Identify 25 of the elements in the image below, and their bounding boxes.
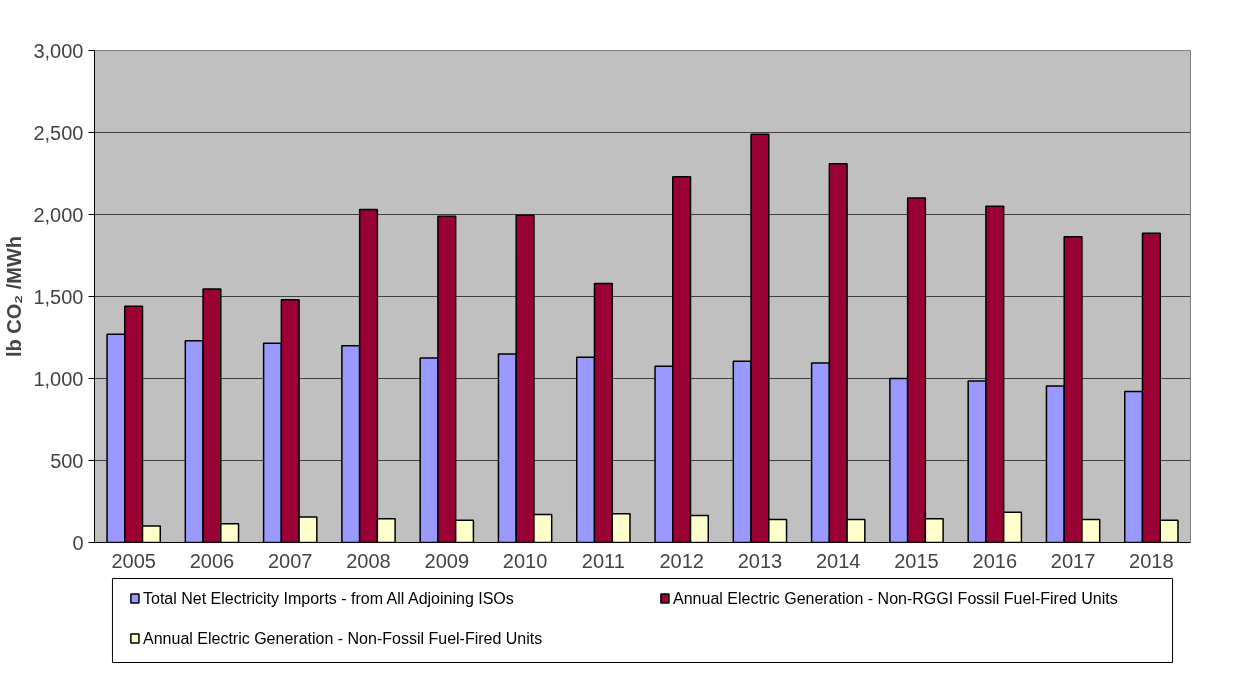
y-tick-label: 2,500: [33, 121, 84, 144]
x-tick-label: 2005: [111, 549, 156, 572]
x-tick-label: 2007: [267, 549, 313, 572]
y-tick-label: 500: [50, 449, 84, 472]
x-tick-label: 2012: [659, 549, 704, 572]
legend-label: Annual Electric Generation - Non-Fossil Fuel-Fired Units: [143, 630, 543, 647]
legend-label: Annual Electric Generation - Non-RGGI Fossil Fuel-Fired Units: [673, 590, 1118, 607]
y-axis-title: lb CO₂ /MWh: [3, 235, 26, 358]
x-tick-label: 2006: [189, 549, 235, 572]
x-tick-label: 2018: [1129, 549, 1174, 572]
y-tick-label: 3,000: [33, 39, 84, 62]
y-tick-label: 0: [72, 531, 84, 554]
x-tick-label: 2011: [581, 549, 625, 572]
x-tick-label: 2016: [972, 549, 1018, 572]
y-tick-label: 1,500: [33, 285, 84, 308]
x-tick-label: 2017: [1050, 549, 1096, 572]
legend-label: Total Net Electricity Imports - from All Adjoining ISOs: [143, 590, 514, 607]
y-tick-label: 2,000: [33, 203, 84, 226]
x-tick-label: 2008: [346, 549, 391, 572]
x-tick-label: 2015: [894, 549, 939, 572]
y-tick-label: 1,000: [33, 367, 84, 390]
x-tick-label: 2010: [502, 549, 548, 572]
x-tick-label: 2014: [815, 549, 861, 572]
x-tick-label: 2009: [424, 549, 470, 572]
x-tick-label: 2013: [737, 549, 783, 572]
